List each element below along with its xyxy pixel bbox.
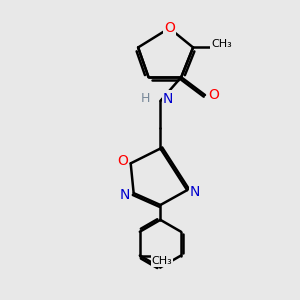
Text: N: N (190, 184, 200, 199)
Text: O: O (117, 154, 128, 168)
Text: N: N (163, 92, 173, 106)
Text: N: N (120, 188, 130, 202)
Text: CH₃: CH₃ (211, 39, 232, 49)
Text: CH₃: CH₃ (152, 256, 172, 266)
Text: O: O (208, 88, 219, 102)
Text: O: O (164, 21, 175, 35)
Text: H: H (141, 92, 150, 105)
